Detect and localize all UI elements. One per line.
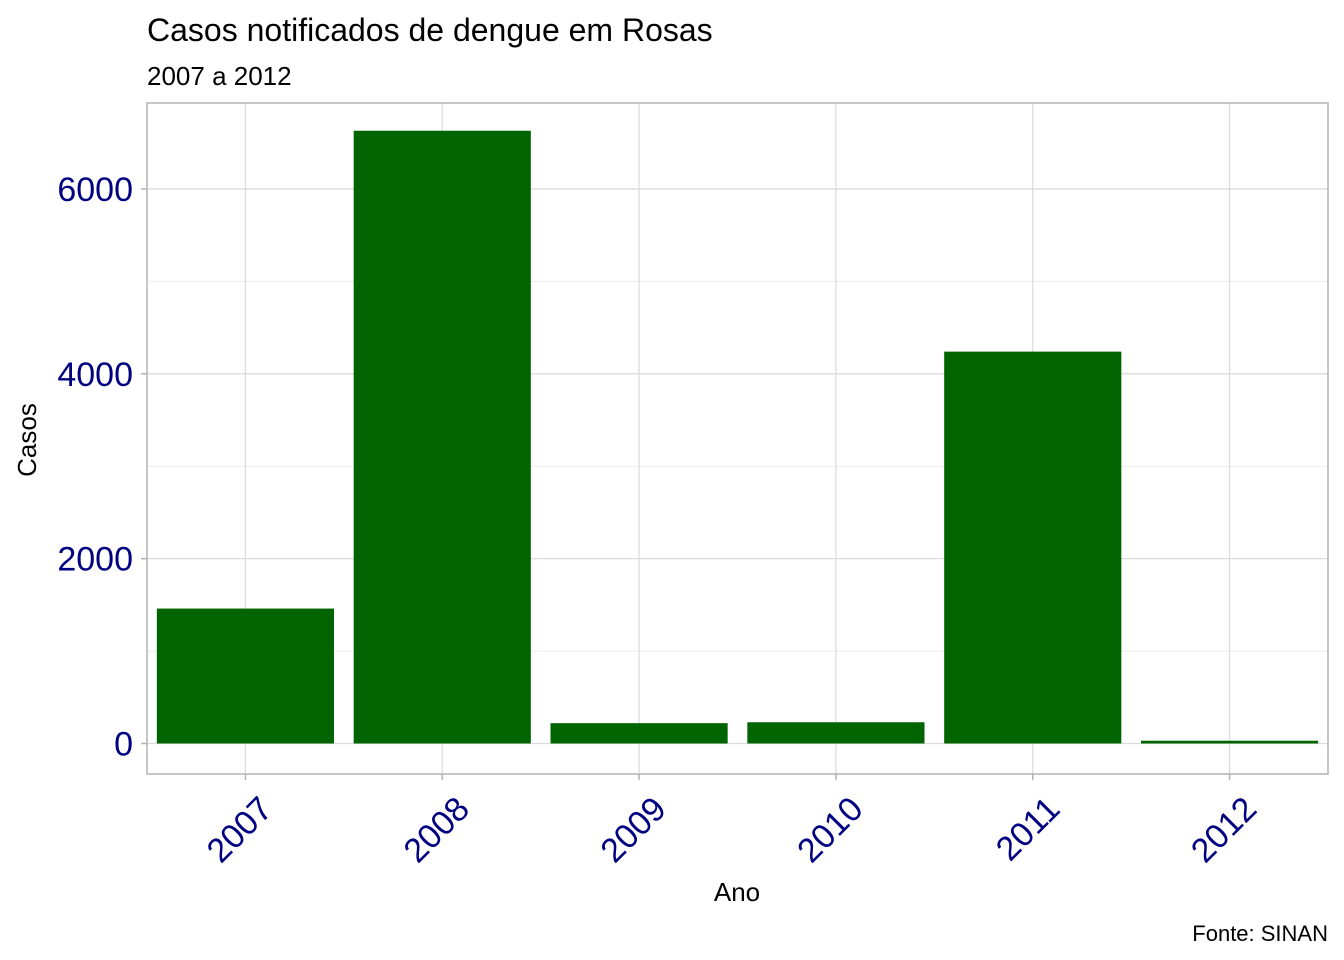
bars (156, 130, 1319, 744)
x-tick-label: 2007 (200, 790, 280, 870)
x-tick-label: 2009 (593, 790, 673, 870)
bar-2010 (747, 722, 925, 744)
y-tick-label: 0 (114, 726, 133, 764)
grid (147, 103, 1328, 774)
x-tick-label: 2012 (1184, 790, 1264, 870)
chart-subtitle: 2007 a 2012 (147, 61, 292, 91)
y-tick-label: 6000 (57, 171, 133, 209)
x-tick-label: 2011 (989, 790, 1068, 869)
panel-border (146, 102, 1329, 775)
bar-2007 (156, 608, 334, 744)
bar-2008 (353, 130, 531, 744)
x-axis-ticks: 2007 2008 2009 2010 2011 2012 (200, 774, 1264, 870)
y-axis-title: Casos (12, 403, 42, 477)
x-tick-label: 2008 (397, 790, 477, 870)
x-tick-label: 2010 (790, 790, 870, 870)
x-axis-title: Ano (714, 877, 760, 907)
chart-caption: Fonte: SINAN (1192, 921, 1328, 946)
y-axis-ticks: 0 2000 4000 6000 (57, 171, 147, 764)
chart-title: Casos notificados de dengue em Rosas (147, 12, 713, 48)
bar-2009 (550, 723, 728, 744)
bar-2012 (1141, 740, 1319, 744)
bar-2011 (944, 351, 1122, 744)
y-tick-label: 4000 (57, 356, 133, 394)
y-tick-label: 2000 (57, 541, 133, 579)
